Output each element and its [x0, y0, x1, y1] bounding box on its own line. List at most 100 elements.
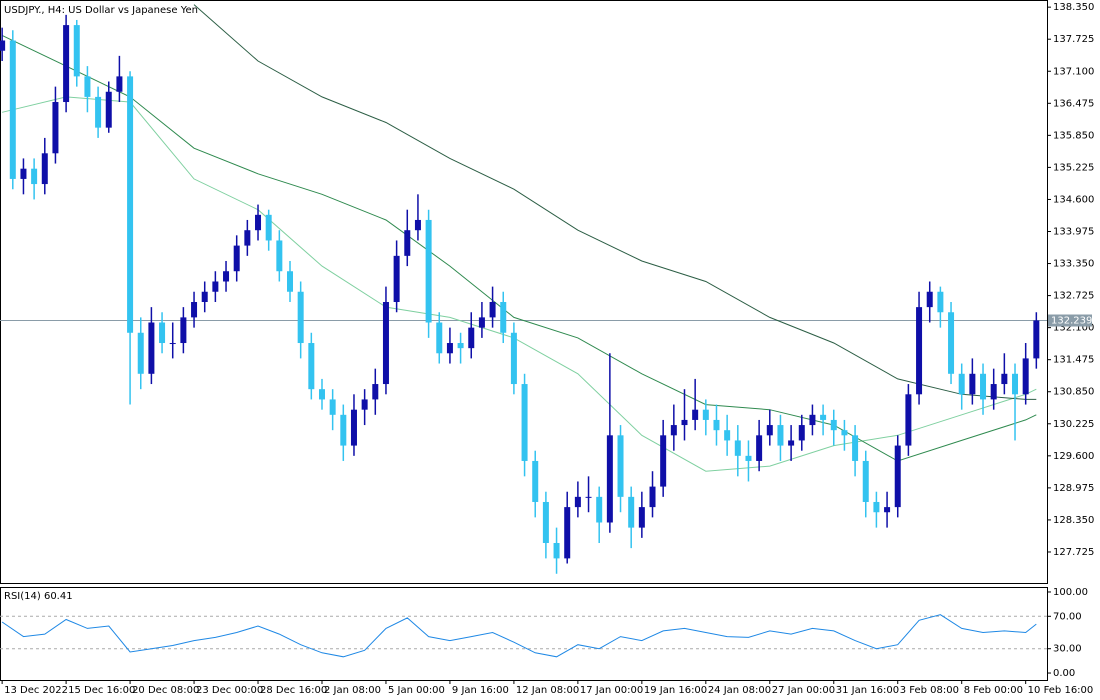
- y-tick-label: 130.850: [1053, 387, 1094, 398]
- candle-body: [9, 40, 16, 179]
- candle-body: [148, 322, 155, 374]
- candle-body: [777, 425, 784, 446]
- x-tick-label: 10 Feb 16:00: [1028, 685, 1094, 696]
- candle-body: [724, 430, 731, 441]
- x-tick-label: 19 Jan 16:00: [644, 685, 707, 696]
- candle-body: [137, 332, 144, 374]
- rsi-line: [1, 614, 1037, 658]
- candle-body: [457, 343, 464, 349]
- candle-body: [73, 25, 80, 77]
- candle-body: [446, 343, 453, 354]
- x-tick-label: 23 Dec 00:00: [196, 685, 263, 696]
- y-tick-label: 133.350: [1053, 259, 1094, 270]
- y-tick-label: 130.225: [1053, 419, 1094, 430]
- main-frame: [0, 0, 1048, 584]
- candle-body: [510, 332, 517, 385]
- candle-body: [606, 435, 613, 523]
- moving-average: [193, 4, 1037, 400]
- candle-body: [990, 384, 997, 400]
- candle-body: [478, 317, 485, 328]
- y-tick-label: 137.100: [1053, 66, 1094, 77]
- candle-body: [31, 168, 38, 185]
- candle-body: [0, 40, 6, 51]
- candle-body: [788, 440, 795, 446]
- price-label: 132.239: [1051, 316, 1092, 327]
- y-tick-label: 131.475: [1053, 355, 1094, 366]
- candle-body: [41, 153, 48, 185]
- y-tick-label: 138.350: [1053, 2, 1094, 13]
- y-tick-label: 135.850: [1053, 130, 1094, 141]
- candle-body: [692, 409, 699, 420]
- candle-body: [318, 389, 325, 400]
- x-tick-label: 8 Feb 00:00: [964, 685, 1023, 696]
- x-tick-label: 24 Jan 08:00: [708, 685, 771, 696]
- candle-body: [948, 312, 955, 374]
- candle-body: [63, 25, 70, 103]
- candle-body: [564, 507, 571, 559]
- x-tick-label: 9 Jan 16:00: [452, 685, 509, 696]
- candle-body: [169, 343, 176, 345]
- x-tick-label: 31 Jan 16:00: [836, 685, 899, 696]
- candle-body: [638, 507, 645, 528]
- candle-body: [532, 460, 539, 502]
- candle-body: [159, 322, 166, 344]
- candle-body: [372, 384, 379, 400]
- candle-body: [798, 425, 805, 441]
- y-tick-label: 135.225: [1053, 162, 1094, 173]
- candle-body: [329, 399, 336, 415]
- candle-body: [713, 419, 720, 431]
- candle-body: [585, 496, 592, 498]
- x-tick-label: 28 Dec 16:00: [260, 685, 327, 696]
- candle-body: [127, 76, 134, 333]
- candle-body: [926, 291, 933, 308]
- candle-body: [436, 322, 443, 354]
- candle-body: [980, 373, 987, 400]
- candle-body: [95, 96, 102, 128]
- rsi-tick-label: 70.00: [1053, 611, 1082, 622]
- candle-body: [500, 301, 507, 333]
- x-tick-label: 12 Jan 08:00: [516, 685, 579, 696]
- candle-body: [745, 455, 752, 461]
- candle-body: [255, 214, 262, 231]
- candle-body: [660, 435, 667, 487]
- candle-body: [425, 219, 432, 323]
- candle-body: [468, 327, 475, 349]
- rsi-frame: [0, 587, 1048, 681]
- candle-body: [681, 419, 688, 426]
- y-tick-label: 136.475: [1053, 98, 1094, 109]
- chart-title: USDJPY., H4: US Dollar vs Japanese Yen: [4, 5, 198, 16]
- candle-body: [116, 76, 123, 92]
- candle-body: [1022, 358, 1029, 395]
- y-tick-label: 137.725: [1053, 34, 1094, 45]
- x-tick-label: 17 Jan 00:00: [580, 685, 643, 696]
- candle-body: [308, 343, 315, 390]
- candle-body: [233, 245, 240, 272]
- candle-body: [756, 435, 763, 461]
- rsi-label: RSI(14) 60.41: [4, 591, 73, 602]
- candle-body: [1012, 373, 1019, 395]
- x-tick-label: 3 Feb 08:00: [900, 685, 959, 696]
- y-tick-label: 132.100: [1053, 323, 1094, 334]
- candle-body: [52, 102, 59, 154]
- candle-body: [1001, 373, 1008, 385]
- candle-body: [862, 460, 869, 502]
- y-tick-label: 132.725: [1053, 291, 1094, 302]
- candle-body: [958, 373, 965, 395]
- y-tick-label: 134.600: [1053, 194, 1094, 205]
- candle-body: [265, 214, 272, 241]
- candle-body: [201, 291, 208, 302]
- candle-body: [820, 414, 827, 420]
- candle-body: [105, 91, 112, 128]
- x-tick-label: 27 Jan 00:00: [772, 685, 835, 696]
- x-tick-label: 2 Jan 08:00: [324, 685, 381, 696]
- candle-body: [297, 291, 304, 344]
- y-tick-label: 129.600: [1053, 451, 1094, 462]
- x-tick-label: 5 Jan 00:00: [388, 685, 445, 696]
- price-label-box: [1048, 314, 1092, 327]
- candle-body: [382, 301, 389, 385]
- candle-body: [894, 445, 901, 508]
- candle-body: [340, 414, 347, 446]
- candle-body: [553, 543, 560, 559]
